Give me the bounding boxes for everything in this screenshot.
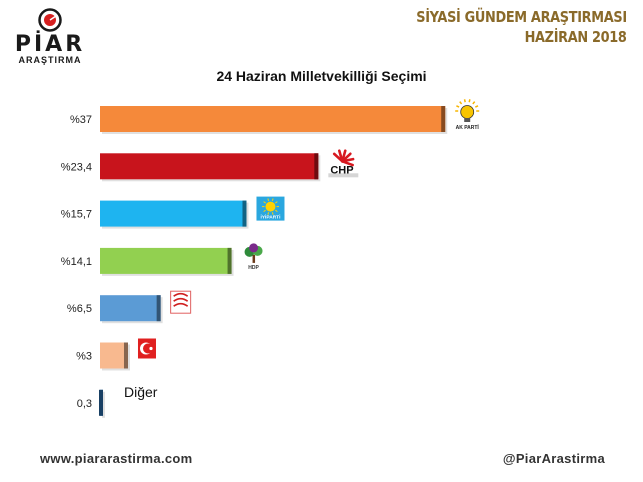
iyi-sun-icon: İYİPARTİ	[256, 196, 285, 221]
bar-6	[100, 342, 128, 369]
party-logo-text: AK PARTİ	[456, 124, 480, 131]
bar-value-label: %3	[76, 351, 92, 363]
bar-end-cap	[242, 200, 247, 227]
bar-chart: %37 AK PARTİ %23,4 CHP %15,7 İYİPARTİ %14,1 HDP…	[61, 99, 479, 418]
report-date: HAZİRAN 2018	[525, 28, 627, 46]
bar-shadow	[102, 391, 105, 418]
hdp-tree-icon: HDP	[244, 243, 263, 271]
bar-4	[100, 247, 232, 274]
bar-value-label: 0,3	[77, 398, 92, 410]
bar-end-cap	[99, 389, 103, 416]
bar-end-cap	[156, 295, 161, 322]
bar-value-label: %6,5	[67, 303, 92, 315]
party-logo-text: CHP	[330, 164, 353, 176]
chart-title: 24 Haziran Milletvekilliği Seçimi	[216, 68, 427, 84]
bar-5	[100, 295, 161, 322]
bar-end-cap	[227, 247, 232, 274]
bar-value-label: %15,7	[61, 209, 92, 221]
piar-circle-icon	[38, 8, 62, 32]
bar-value-label: %37	[70, 114, 92, 126]
footer-twitter[interactable]: @PiarArastirma	[502, 451, 605, 466]
chp-arrows-icon: CHP	[328, 149, 359, 178]
report-title: SİYASİ GÜNDEM ARAŞTIRMASI	[416, 8, 627, 26]
party-logo-text: İYİPARTİ	[261, 214, 282, 221]
party-logo-text: HDP	[248, 265, 259, 271]
bar-1	[100, 106, 446, 132]
bar-end-cap	[123, 342, 128, 369]
bar-2	[100, 153, 319, 180]
piar-brand-logo: PİAR ARAŞTIRMA	[10, 8, 90, 65]
bar-3	[100, 200, 247, 227]
akp-bulb-icon: AK PARTİ	[455, 99, 479, 131]
bar-value-label: %14,1	[61, 256, 92, 268]
bar-end-cap	[441, 106, 446, 132]
brand-name: PİAR	[14, 32, 86, 57]
sp-crescent-icon	[137, 338, 156, 359]
other-category-label: Diğer	[124, 384, 158, 400]
mhp-crescents-icon	[170, 290, 192, 314]
footer-website[interactable]: www.piararastirma.com	[40, 451, 193, 466]
bar-value-label: %23,4	[61, 161, 92, 173]
bar-end-cap	[314, 153, 319, 180]
brand-subtitle: ARAŞTIRMA	[18, 55, 82, 65]
